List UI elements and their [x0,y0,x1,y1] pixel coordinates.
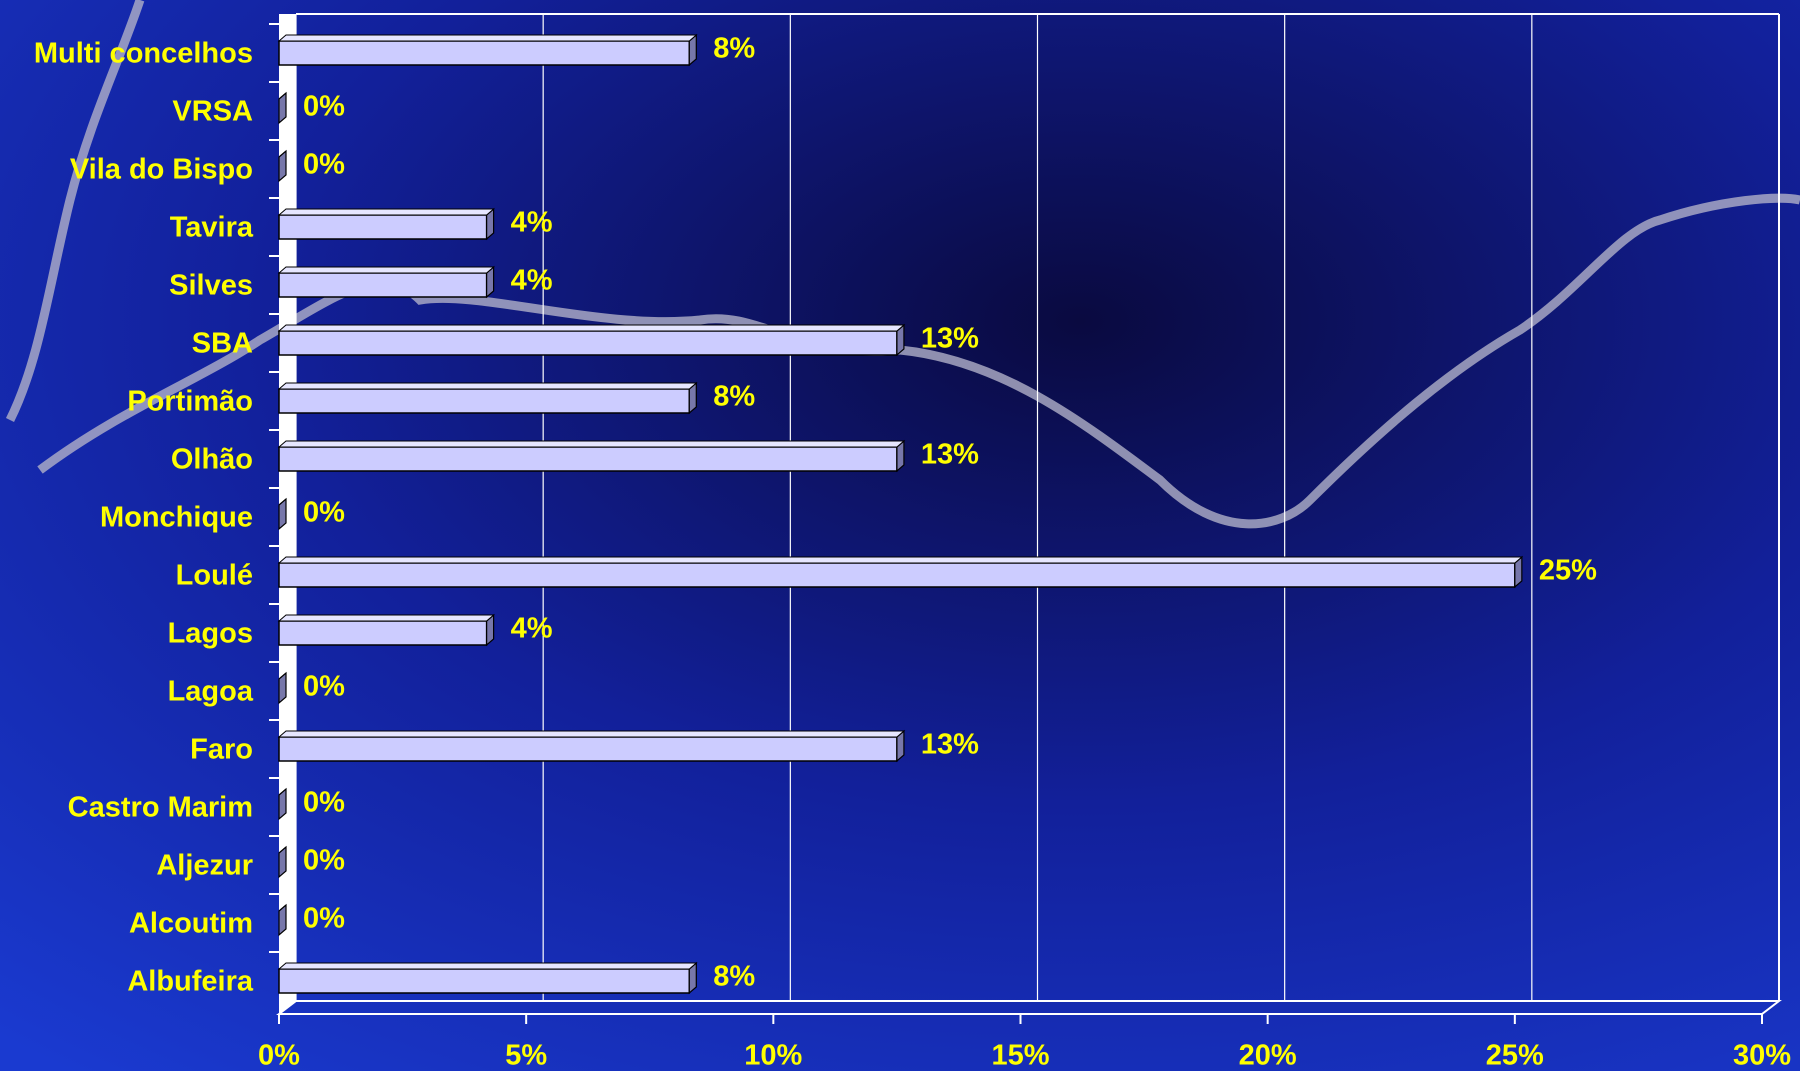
bar [278,40,691,66]
bar-top [277,208,495,216]
y-tick-label: Faro [190,734,253,766]
y-tick-label: Olhão [171,444,253,476]
bar-top [277,556,1524,564]
y-tick-label: Alcoutim [129,908,253,940]
value-label: 13% [921,729,979,761]
y-tick-label: Aljezur [156,850,253,882]
bar [278,272,488,298]
value-label: 8% [713,33,755,65]
bar [278,388,691,414]
bar-top [277,614,495,622]
y-tick-label: Tavira [170,212,254,244]
value-label: 0% [303,91,345,123]
bar-top [277,324,906,332]
value-label: 13% [921,323,979,355]
y-tick-label: Albufeira [127,966,254,998]
bar-top [277,730,906,738]
bar [278,214,488,240]
bar-top [277,962,698,970]
value-label: 0% [303,903,345,935]
bar [278,446,898,472]
bar-top [278,788,287,796]
value-label: 4% [511,265,553,297]
bar-top [277,266,495,274]
x-tick-label: 20% [1239,1040,1297,1071]
value-label: 25% [1539,555,1597,587]
bar-top [278,904,287,912]
y-tick-label: VRSA [172,96,253,128]
y-tick-label: Silves [169,270,253,302]
bar-top [278,672,287,680]
value-label: 4% [511,207,553,239]
bar [278,330,898,356]
plot-wall [279,14,296,1014]
bar-top [278,498,287,506]
x-tick-label: 15% [991,1040,1049,1071]
y-tick-label: Loulé [176,560,253,592]
bar-top [278,92,287,100]
bar-top [278,150,287,158]
bar-top [277,382,698,390]
value-label: 8% [713,961,755,993]
y-tick-label: Multi concelhos [34,38,253,70]
value-label: 0% [303,497,345,529]
x-tick-label: 30% [1733,1040,1791,1071]
x-tick-label: 0% [258,1040,300,1071]
y-tick-label: Castro Marim [68,792,253,824]
y-tick-label: Lagos [168,618,253,650]
y-tick-label: SBA [192,328,253,360]
x-tick-label: 25% [1486,1040,1544,1071]
y-tick-label: Vila do Bispo [70,154,253,186]
x-tick-label: 10% [744,1040,802,1071]
y-tick-label: Portimão [127,386,253,418]
y-tick-label: Monchique [100,502,253,534]
bar [278,620,488,646]
bar [278,562,1516,588]
value-label: 0% [303,787,345,819]
value-label: 0% [303,149,345,181]
bar-top [277,440,906,448]
value-label: 0% [303,671,345,703]
x-tick-label: 5% [505,1040,547,1071]
bar [278,736,898,762]
bar-top [278,846,287,854]
value-label: 13% [921,439,979,471]
bar [278,968,691,994]
bar-top [277,34,698,42]
value-label: 0% [303,845,345,877]
value-label: 8% [713,381,755,413]
y-tick-label: Lagoa [168,676,254,708]
value-label: 4% [511,613,553,645]
